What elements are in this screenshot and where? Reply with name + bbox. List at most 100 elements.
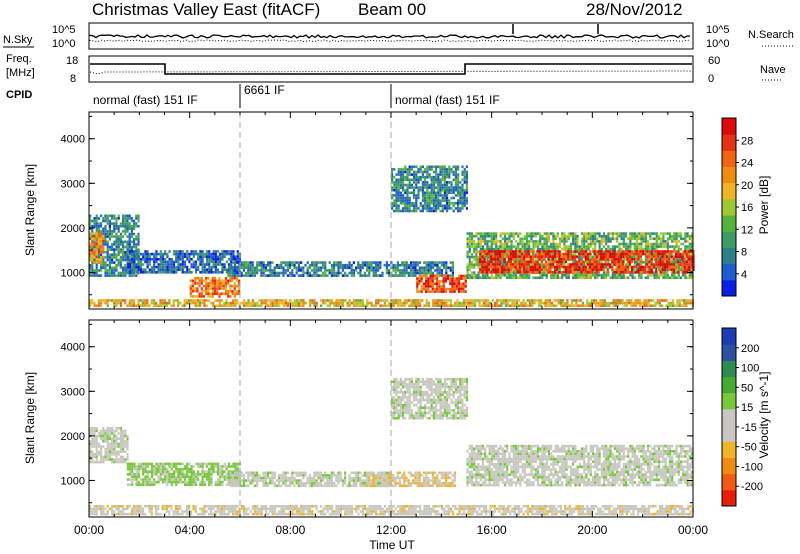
power-y-tick-label: 3000 [61, 178, 85, 190]
power-feature-6 [391, 165, 468, 213]
colorbar-tick-label: -15 [741, 422, 757, 434]
nsky-tick-lo: 10^0 [52, 38, 76, 50]
colorbar-swatch [722, 489, 736, 507]
colorbar-tick-label: 16 [741, 202, 753, 214]
colorbar-tick-label: 4 [741, 269, 747, 281]
vel-feature-5 [391, 377, 468, 420]
vel-feature-4 [89, 505, 694, 516]
velocity-axes: 1000 2000 3000 4000 [61, 320, 694, 517]
nsearch-label: N.Search [748, 29, 794, 41]
colorbar-swatch [722, 328, 736, 345]
colorbar-swatch [722, 263, 736, 281]
colorbar-swatch [722, 279, 736, 297]
freq-strip-frame [88, 55, 694, 83]
power-colorbar: 4 8 12 16 20 24 28 [721, 117, 753, 297]
cpid-segment-label: normal (fast) 151 IF [93, 93, 198, 107]
colorbar-tick-label: 24 [741, 158, 753, 170]
x-tick-label: 00:00 [678, 523, 708, 537]
colorbar-swatch [722, 457, 736, 475]
colorbar-swatch [722, 247, 736, 265]
nave-tick-hi: 60 [708, 55, 720, 67]
velocity-colorbar-label: Velocity [m s^-1] [757, 372, 771, 459]
nsky-strip-frame [88, 22, 694, 50]
colorbar-tick-label: 28 [741, 135, 753, 147]
freq-unit-label: [MHz] [6, 67, 35, 79]
power-feature-7 [416, 274, 467, 293]
colorbar-swatch [722, 473, 736, 491]
colorbar-tick-label: 12 [741, 224, 753, 236]
vel-feature-6 [466, 444, 694, 487]
cpid-label: CPID [6, 89, 32, 101]
cpid-segment-label: normal (fast) 151 IF [395, 93, 500, 107]
nave-tick-lo: 0 [708, 73, 714, 85]
colorbar-tick-label: 20 [741, 180, 753, 192]
plot-title: Christmas Valley East (fitACF) [92, 0, 320, 19]
colorbar-swatch [722, 425, 736, 442]
power-feature-9 [479, 250, 695, 274]
vel-feature-3 [365, 471, 456, 488]
colorbar-tick-label: -200 [741, 481, 763, 493]
freq-trace [90, 63, 692, 75]
power-heatmap [89, 165, 695, 307]
power-colorbar-label: Power [dB] [757, 176, 771, 235]
vel-y-tick-label: 4000 [61, 342, 85, 354]
power-feature-2 [126, 250, 242, 274]
colorbar-swatch [722, 231, 736, 248]
colorbar-tick-label: 15 [741, 402, 753, 414]
nsky-tick-hi: 10^5 [52, 24, 76, 36]
x-tick-labels: 00:00 04:00 08:00 12:00 16:00 20:00 00:00 [74, 523, 708, 537]
colorbar-swatch [722, 134, 736, 151]
x-tick-label: 12:00 [376, 523, 406, 537]
power-feature-4 [189, 276, 241, 298]
power-feature-3 [227, 261, 454, 277]
beam-label: Beam 00 [358, 0, 426, 19]
nsky-label: N.Sky [3, 34, 33, 46]
power-panel-frame [88, 111, 694, 310]
nave-label: Nave [760, 64, 786, 76]
power-feature-5 [89, 299, 694, 307]
nsky-traces [89, 24, 691, 43]
colorbar-tick-label: 200 [741, 343, 759, 355]
freq-label: Freq. [6, 53, 32, 65]
nsearch-tick-lo: 10^0 [706, 38, 730, 50]
colorbar-swatch [722, 166, 736, 184]
freq-tick-hi: 18 [66, 55, 78, 67]
colorbar-swatch [722, 360, 736, 378]
freq-tick-lo: 8 [70, 73, 76, 85]
colorbar-swatch [722, 198, 736, 216]
colorbar-tick-label: -50 [741, 442, 757, 454]
power-y-tick-label: 1000 [61, 267, 85, 279]
nsearch-tick-hi: 10^5 [706, 24, 730, 36]
x-axis-label: Time UT [369, 538, 415, 552]
vel-y-tick-label: 3000 [61, 386, 85, 398]
colorbar-tick-label: 50 [741, 382, 753, 394]
cpid-segment-label: 6661 IF [244, 83, 285, 97]
colorbar-swatch [722, 376, 736, 394]
colorbar-swatch [722, 150, 736, 168]
velocity-y-axis-label: Slant Range [km] [23, 372, 37, 464]
power-y-tick-label: 2000 [61, 223, 85, 235]
colorbar-swatch [722, 182, 736, 200]
vel-y-tick-label: 1000 [61, 475, 85, 487]
cpid-segments: normal (fast) 151 IF 6661 IF normal (fast)… [93, 83, 500, 108]
colorbar-tick-label: 8 [741, 247, 747, 259]
colorbar-swatch [722, 344, 736, 361]
power-feature-1 [89, 232, 105, 264]
nsky-trace [89, 34, 690, 39]
colorbar-swatch [722, 441, 736, 458]
colorbar-swatch [722, 392, 736, 410]
x-tick-label: 08:00 [275, 523, 305, 537]
x-tick-label: 04:00 [175, 523, 205, 537]
nsearch-trace [89, 39, 691, 43]
vel-y-tick-label: 2000 [61, 431, 85, 443]
velocity-colorbar: 200 100 50 15 -15 -50 -100 -200 [721, 327, 763, 507]
x-tick-label: 00:00 [74, 523, 104, 537]
x-tick-label: 20:00 [577, 523, 607, 537]
vel-feature-1 [126, 462, 242, 486]
x-tick-label: 16:00 [477, 523, 507, 537]
date-label: 28/Nov/2012 [586, 0, 682, 19]
colorbar-swatch [722, 215, 736, 232]
nave-trace [89, 70, 693, 75]
power-y-axis-label: Slant Range [km] [23, 164, 37, 256]
